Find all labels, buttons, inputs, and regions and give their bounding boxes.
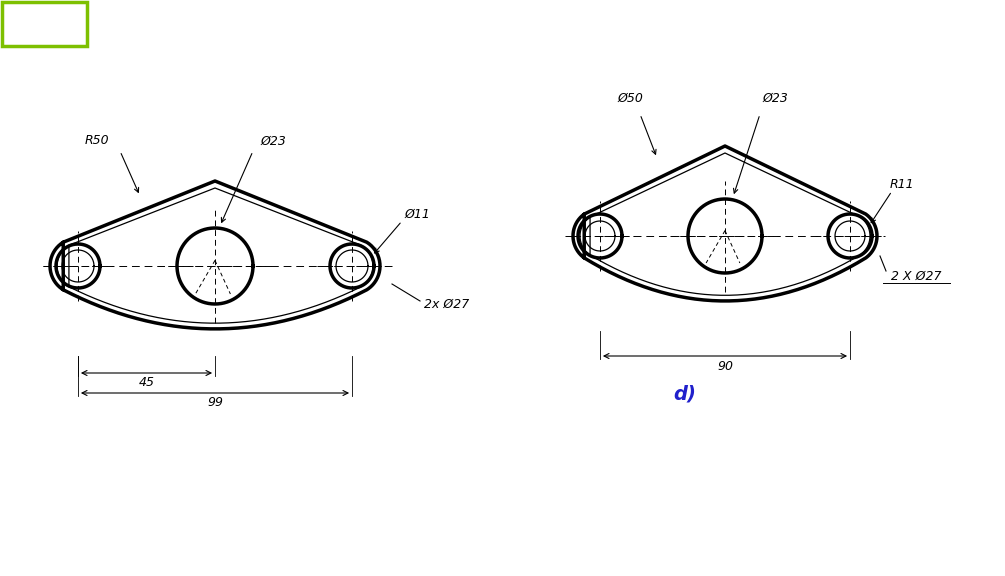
Text: 45: 45 <box>139 377 155 389</box>
Text: 90: 90 <box>717 359 733 373</box>
Text: Ø23: Ø23 <box>260 135 286 147</box>
Text: 2 X Ø27: 2 X Ø27 <box>890 270 942 282</box>
Text: 2x Ø27: 2x Ø27 <box>424 297 469 310</box>
Text: Ø23: Ø23 <box>762 92 788 104</box>
Text: Ø11: Ø11 <box>404 207 430 221</box>
Text: R11: R11 <box>889 177 915 191</box>
Text: 99: 99 <box>207 396 223 410</box>
Text: Ø50: Ø50 <box>617 92 643 104</box>
Bar <box>2 2 87 46</box>
Text: d): d) <box>673 385 696 404</box>
Text: R50: R50 <box>84 135 110 147</box>
